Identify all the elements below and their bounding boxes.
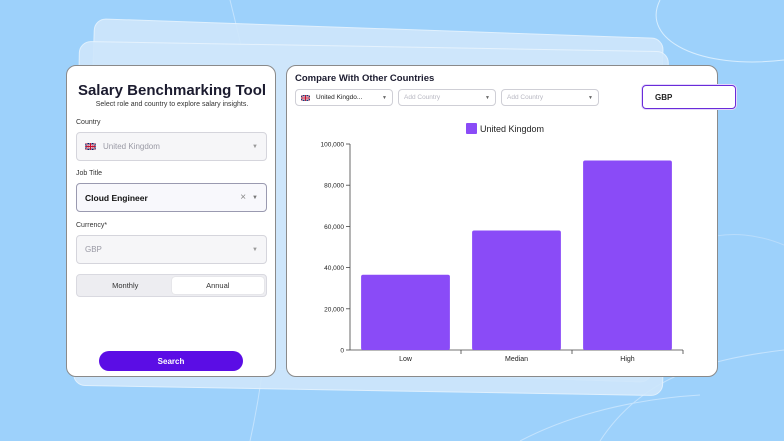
- currency-label: Currency*: [76, 222, 108, 229]
- x-tick-label: High: [620, 356, 635, 363]
- compare-title: Compare With Other Countries: [295, 73, 435, 84]
- salary-bar-chart: United Kingdom Low Median High 0 20,000 40,0…: [321, 123, 684, 363]
- add-country-placeholder: Add Country: [507, 94, 544, 101]
- y-tick-label: 60,000: [324, 224, 344, 231]
- chevron-down-icon[interactable]: ▼: [252, 194, 258, 201]
- bar-low[interactable]: [361, 274, 450, 350]
- period-toggle: Monthly Annual: [76, 274, 267, 297]
- legend-label: United Kingdom: [480, 124, 544, 134]
- y-tick-label: 80,000: [324, 183, 344, 190]
- chevron-down-icon: ▼: [485, 94, 490, 101]
- clear-icon[interactable]: ×: [240, 192, 247, 203]
- bar-median[interactable]: [472, 230, 561, 350]
- bar-high[interactable]: [583, 160, 672, 350]
- toggle-monthly[interactable]: Monthly: [112, 281, 139, 290]
- y-tick-label: 100,000: [321, 142, 345, 149]
- compare-panel: Compare With Other Countries United King…: [286, 65, 736, 377]
- job-title-value: Cloud Engineer: [85, 192, 148, 203]
- chart-bars: [361, 160, 672, 350]
- x-tick-label: Low: [399, 356, 413, 363]
- country-select[interactable]: United Kingdom ▼: [76, 132, 267, 161]
- chevron-down-icon: ▼: [252, 143, 258, 150]
- uk-flag-icon: [301, 94, 310, 101]
- compare-currency-field[interactable]: GBP: [642, 85, 736, 109]
- currency-value: GBP: [85, 245, 102, 254]
- job-title-select[interactable]: Cloud Engineer × ▼: [76, 183, 267, 212]
- compare-country-1-select[interactable]: United Kingdo... ▼: [295, 89, 393, 106]
- currency-select[interactable]: GBP ▼: [76, 235, 267, 264]
- country-value: United Kingdom: [103, 142, 160, 151]
- toggle-annual[interactable]: Annual: [171, 277, 264, 294]
- page-subtitle: Select role and country to explore salar…: [95, 101, 249, 108]
- compare-country-2-select[interactable]: Add Country ▼: [398, 89, 496, 106]
- page-title: Salary Benchmarking Tool: [77, 82, 267, 99]
- uk-flag-icon: [85, 143, 96, 150]
- chevron-down-icon: ▼: [252, 246, 258, 253]
- y-tick-label: 40,000: [324, 265, 344, 272]
- chart-legend: United Kingdom: [466, 123, 544, 134]
- search-button[interactable]: Search: [99, 351, 243, 371]
- chevron-down-icon: ▼: [382, 94, 387, 101]
- salary-tool-panel: Salary Benchmarking Tool Select role and…: [66, 65, 276, 377]
- x-tick-label: Median: [505, 356, 528, 363]
- chart-y-labels: 0 20,000 40,000 60,000 80,000 100,000: [321, 142, 345, 355]
- legend-swatch: [466, 123, 477, 134]
- chevron-down-icon: ▼: [588, 94, 593, 101]
- compare-currency-value: GBP: [655, 92, 673, 102]
- compare-country-3-select[interactable]: Add Country ▼: [501, 89, 599, 106]
- job-title-label: Job Title: [76, 170, 103, 177]
- y-tick-label: 20,000: [324, 306, 344, 313]
- chart-x-labels: Low Median High: [399, 356, 635, 363]
- add-country-placeholder: Add Country: [404, 94, 441, 101]
- compare-country-1-value: United Kingdo...: [316, 94, 363, 101]
- y-tick-label: 0: [340, 348, 344, 355]
- country-label: Country: [76, 119, 101, 126]
